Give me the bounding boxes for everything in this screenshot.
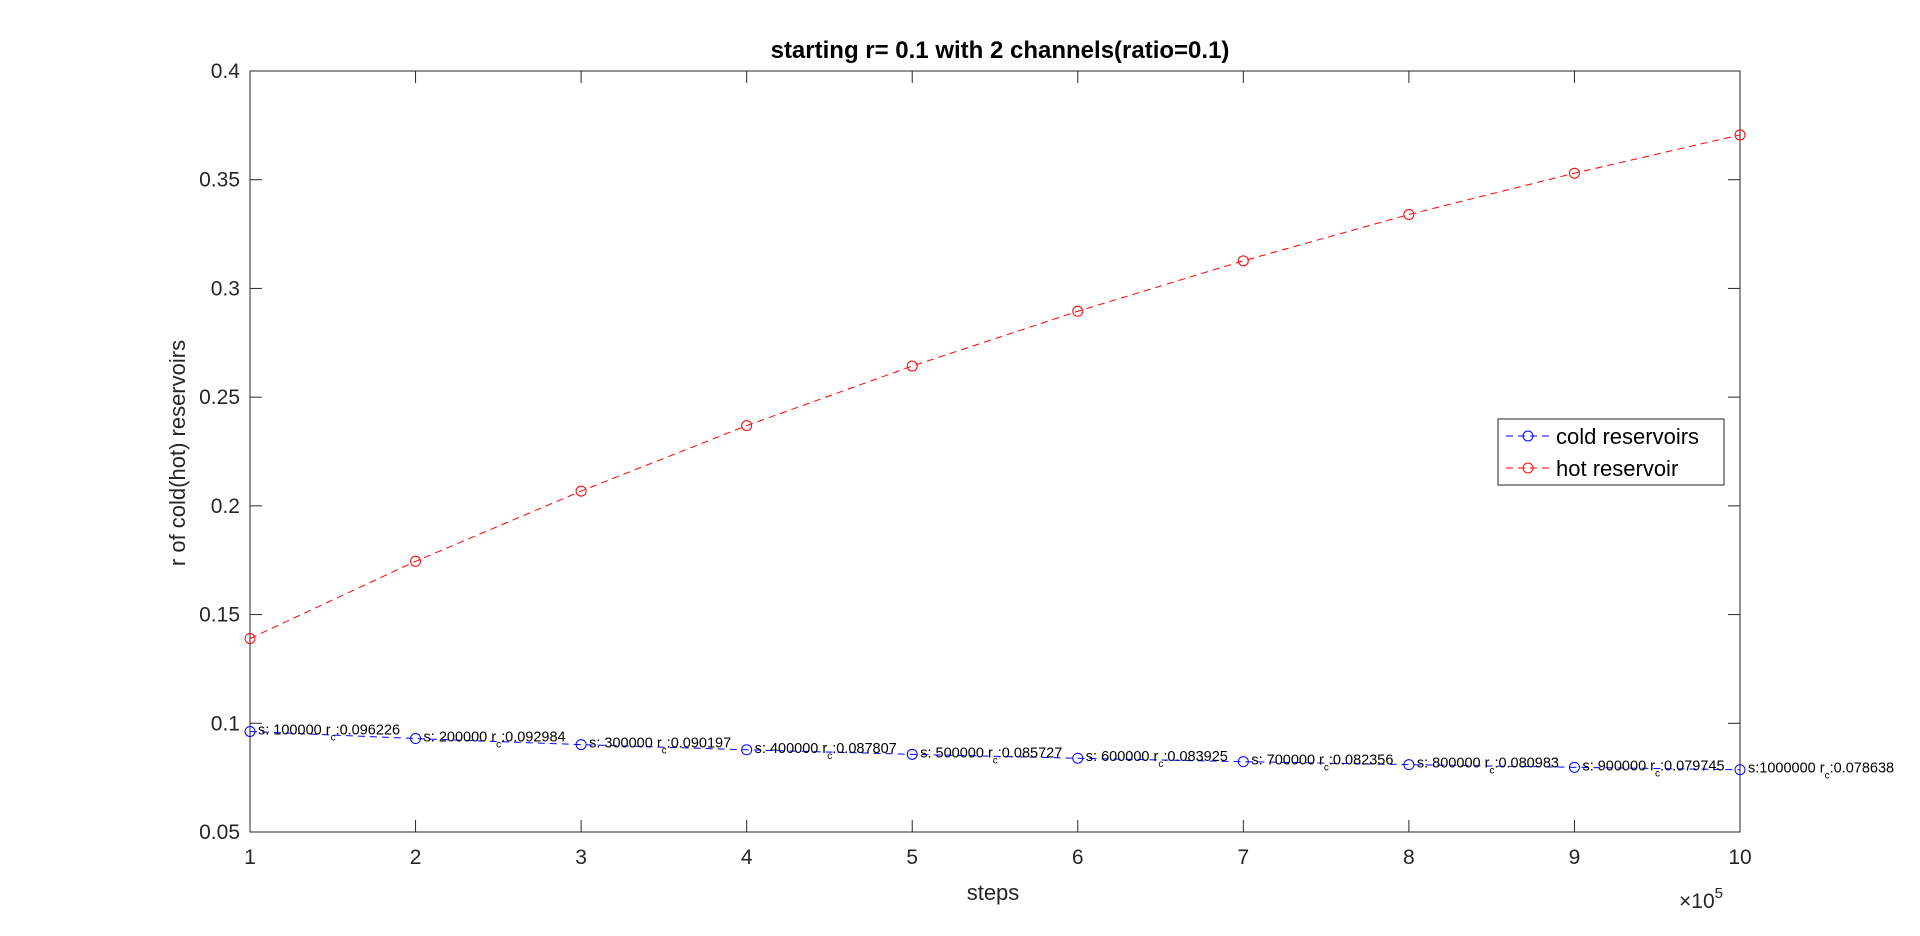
data-point-hot-reservoir (1403, 209, 1415, 221)
y-tick-label: 0.15 (199, 604, 240, 627)
legend: cold reservoirs hot reservoir (1497, 418, 1725, 486)
data-point-cold-reservoirs (741, 744, 753, 756)
legend-label-cold-reservoirs: cold reservoirs (1556, 424, 1699, 449)
x-axis-exponent: ×105 (1679, 885, 1723, 913)
series-line-hot-reservoir (249, 134, 1741, 639)
y-tick-label: 0.1 (211, 712, 240, 735)
x-tick-label: 2 (410, 846, 422, 869)
y-tick-label: 0.25 (199, 386, 240, 409)
y-tick-label: 0.05 (199, 821, 240, 844)
x-tick-label: 4 (741, 846, 753, 869)
data-point-cold-reservoirs (1237, 756, 1249, 768)
x-tick-label: 8 (1403, 846, 1415, 869)
x-tick-label: 1 (244, 846, 256, 869)
data-point-hot-reservoir (1072, 305, 1084, 317)
x-exponent-base: ×10 (1679, 890, 1715, 913)
x-tick-label: 5 (906, 846, 918, 869)
data-label: s: 200000 rc:0.092984 (424, 730, 566, 751)
data-point-hot-reservoir (410, 555, 422, 567)
y-tick-label: 0.35 (199, 169, 240, 192)
legend-box (1497, 418, 1725, 486)
data-point-hot-reservoir (244, 632, 256, 644)
chart-title: starting r= 0.1 with 2 channels(ratio=0.… (771, 37, 1230, 64)
data-label: s: 100000 rc:0.096226 (258, 722, 400, 743)
data-point-cold-reservoirs (1403, 759, 1415, 771)
y-tick-label: 0.2 (211, 495, 240, 518)
data-point-cold-reservoirs (1734, 764, 1746, 776)
data-point-cold-reservoirs (1568, 761, 1580, 773)
x-tick-label: 9 (1569, 846, 1581, 869)
y-axis-label: r of cold(hot) reservoirs (165, 340, 190, 566)
x-axis-label: steps (967, 880, 1020, 905)
x-exponent-power: 5 (1715, 885, 1723, 902)
data-point-hot-reservoir (1568, 167, 1580, 179)
series-line-cold-reservoirs (249, 730, 1741, 771)
svg-text:×105: ×105 (1679, 885, 1723, 913)
x-tick-label: 6 (1072, 846, 1084, 869)
data-point-cold-reservoirs (906, 748, 918, 760)
x-tick-label: 3 (575, 846, 587, 869)
data-point-hot-reservoir (575, 485, 587, 497)
plot-layer: 1 2 3 4 5 6 7 8 9 10 0.05 0.1 0.15 0.2 0.25 0.3 0.35 0.4 s… (199, 60, 1894, 869)
data-point-hot-reservoir (741, 420, 753, 432)
data-label: s: 300000 rc:0.090197 (589, 736, 731, 757)
x-tick-label: 7 (1237, 846, 1249, 869)
data-label: s: 400000 rc:0.087807 (755, 741, 897, 762)
data-label: s:1000000 rc:0.078638 (1748, 761, 1894, 782)
legend-marker-cold-reservoirs (1522, 430, 1534, 442)
data-point-hot-reservoir (1734, 129, 1746, 141)
data-label: s: 600000 rc:0.083925 (1086, 749, 1228, 770)
y-tick-label: 0.4 (211, 60, 241, 83)
x-tick-label: 10 (1728, 846, 1751, 869)
data-point-cold-reservoirs (410, 733, 422, 745)
legend-label-hot-reservoir: hot reservoir (1556, 456, 1678, 481)
data-point-cold-reservoirs (1072, 752, 1084, 764)
legend-marker-hot-reservoir (1522, 462, 1534, 474)
data-label: s: 800000 rc:0.080983 (1417, 756, 1559, 777)
data-label: s: 700000 rc:0.082356 (1251, 753, 1393, 774)
data-point-hot-reservoir (906, 360, 918, 372)
data-point-hot-reservoir (1237, 255, 1249, 267)
y-tick-label: 0.3 (211, 277, 240, 300)
data-point-cold-reservoirs (575, 739, 587, 751)
data-label: s: 900000 rc:0.079745 (1582, 758, 1724, 779)
data-label: s: 500000 rc:0.085727 (920, 745, 1062, 766)
plot-area (249, 70, 1741, 833)
data-point-cold-reservoirs (244, 725, 256, 737)
